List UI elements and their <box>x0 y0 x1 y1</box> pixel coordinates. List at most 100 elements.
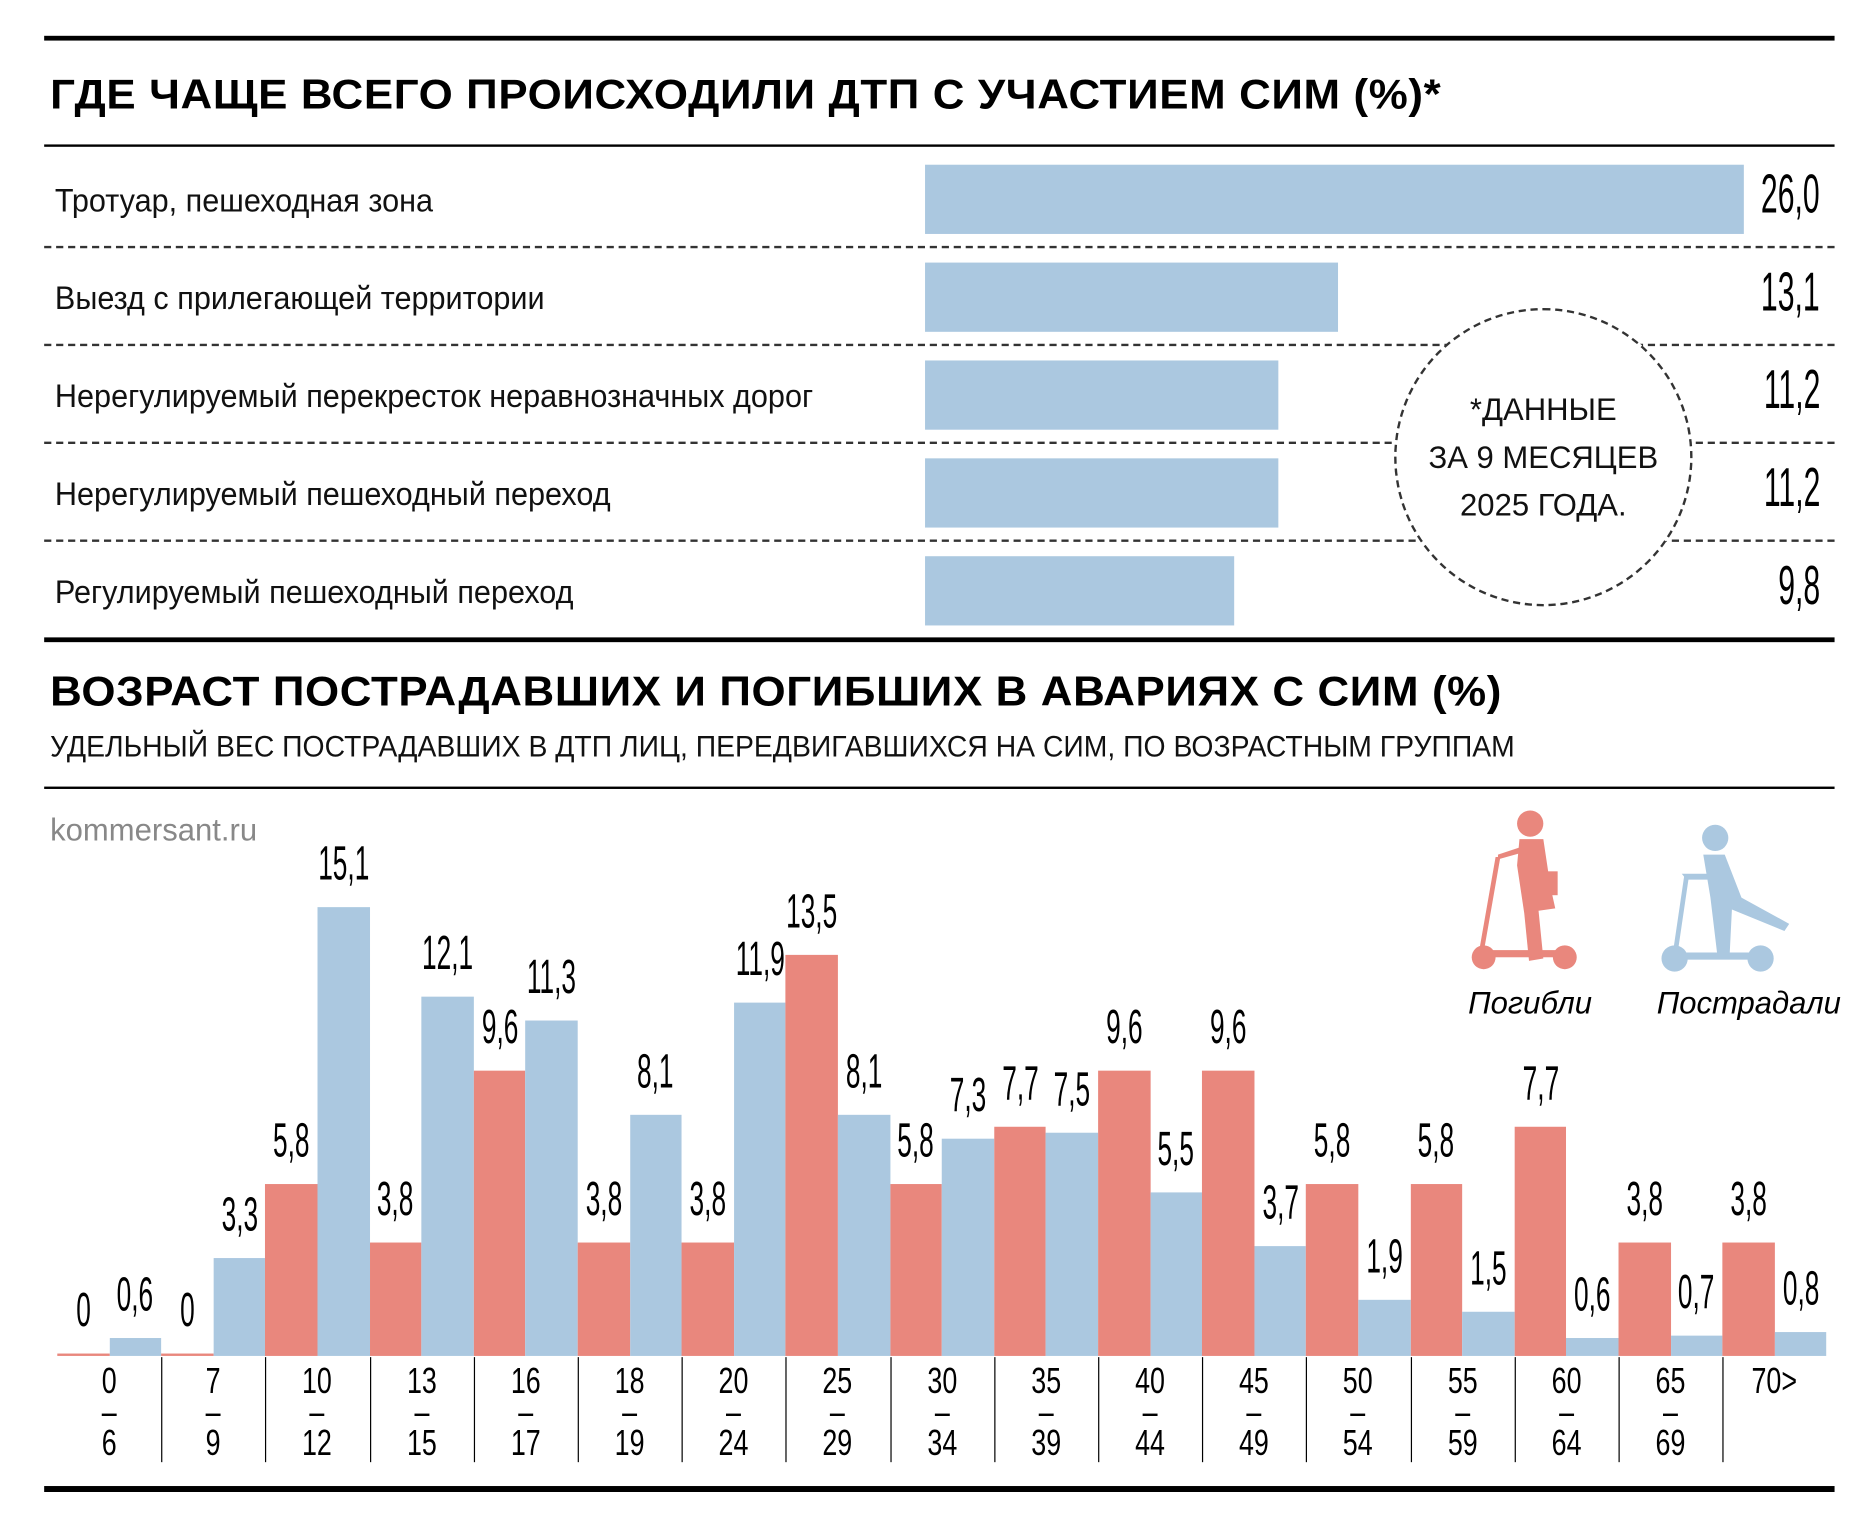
bar-dead <box>369 1242 422 1356</box>
bar-dead <box>265 1183 318 1356</box>
scooter-injured-icon <box>1661 824 1790 972</box>
location-bar <box>925 556 1234 626</box>
dash: – <box>622 1392 638 1433</box>
bar-injured <box>1566 1338 1619 1356</box>
bar-injured <box>213 1257 266 1356</box>
age-from: 18 <box>614 1361 645 1402</box>
divider <box>44 144 1835 147</box>
dash: – <box>413 1392 429 1433</box>
location-value: 13,1 <box>1761 260 1821 323</box>
location-label: Тротуар, пешеходная зона <box>54 182 434 219</box>
bar-dead <box>1306 1183 1359 1356</box>
age-from: 7 <box>205 1361 221 1402</box>
data-label: 5,8 <box>1314 1114 1351 1167</box>
group-separator <box>1202 1357 1204 1463</box>
data-label: 3,8 <box>689 1173 727 1227</box>
data-label: 5,8 <box>897 1114 935 1167</box>
data-label: 13,5 <box>786 885 838 938</box>
age-from: 30 <box>926 1361 957 1402</box>
location-label: Регулируемый пешеходный переход <box>54 574 574 610</box>
age-to: 9 <box>205 1423 221 1464</box>
location-bar <box>925 360 1278 430</box>
location-label: Нерегулируемый пешеходный переход <box>54 476 611 513</box>
row-divider <box>44 343 1835 347</box>
bar-dead <box>1514 1127 1567 1356</box>
footnote-line: ЗА 9 МЕСЯЦЕВ <box>1428 439 1659 476</box>
data-label: 12,1 <box>422 927 474 980</box>
age-group-label: 50–54 <box>1319 1364 1397 1462</box>
section-subtitle: УДЕЛЬНЫЙ ВЕС ПОСТРАДАВШИХ В ДТП ЛИЦ, ПЕР… <box>50 730 1515 764</box>
age-group-label: 70> <box>1736 1364 1814 1400</box>
age-to: 12 <box>302 1423 333 1464</box>
age-to: 69 <box>1655 1423 1686 1464</box>
location-label: Нерегулируемый перекресток неравнозначны… <box>54 378 814 415</box>
age-group-label: 20–24 <box>695 1361 773 1462</box>
age-from: 25 <box>822 1361 853 1402</box>
location-row: Регулируемый пешеходный переход 9,8 <box>44 538 1834 636</box>
bar-injured <box>1046 1133 1099 1356</box>
age-group-label: 13–15 <box>383 1361 461 1462</box>
group-separator <box>1098 1357 1100 1463</box>
age-group-label: 45–49 <box>1215 1361 1293 1464</box>
age-from: 0 <box>101 1361 117 1402</box>
age-from: 35 <box>1031 1361 1061 1402</box>
data-label: 7,5 <box>1053 1063 1091 1117</box>
section-rule <box>44 637 1835 643</box>
age-group-label: 10–12 <box>278 1364 356 1464</box>
section-title-locations: ГДЕ ЧАЩЕ ВСЕГО ПРОИСХОДИЛИ ДТП С УЧАСТИЕ… <box>50 71 1442 119</box>
group-separator <box>1410 1357 1412 1463</box>
bar-injured <box>317 907 370 1356</box>
bar-injured <box>525 1020 578 1356</box>
dash: – <box>1142 1392 1158 1433</box>
group-separator <box>1306 1357 1308 1463</box>
section-title-age: ВОЗРАСТ ПОСТРАДАВШИХ И ПОГИБШИХ В АВАРИЯ… <box>50 668 1503 715</box>
group-separator <box>889 1357 892 1463</box>
data-label: 7,7 <box>1522 1057 1559 1111</box>
dash: – <box>726 1392 742 1433</box>
bar-injured <box>1358 1299 1411 1356</box>
age-group-label: 40–44 <box>1111 1364 1189 1464</box>
bar-injured <box>629 1115 682 1356</box>
bar-dead <box>473 1070 526 1356</box>
age-from: 55 <box>1447 1361 1478 1402</box>
source-label: kommersant.ru <box>50 811 258 848</box>
data-label: 7,7 <box>1001 1057 1039 1111</box>
age-group-label: 65–69 <box>1632 1364 1710 1464</box>
bar-dead <box>1618 1242 1671 1356</box>
data-label: 3,8 <box>1730 1173 1767 1227</box>
age-to: 44 <box>1135 1423 1165 1464</box>
group-separator <box>1618 1357 1620 1463</box>
data-label: 0,6 <box>117 1268 154 1322</box>
bottom-rule <box>44 1486 1835 1493</box>
data-label: 1,5 <box>1470 1242 1507 1295</box>
data-label: 15,1 <box>317 837 370 891</box>
bar-dead <box>1722 1242 1775 1356</box>
bar-injured <box>837 1115 890 1356</box>
data-label: 3,3 <box>221 1188 258 1242</box>
dash: – <box>1246 1392 1262 1433</box>
data-label: 0 <box>76 1284 91 1337</box>
bar-dead <box>681 1242 734 1356</box>
dash: – <box>830 1392 846 1433</box>
data-label: 3,8 <box>1626 1173 1663 1227</box>
age-from: 13 <box>406 1361 437 1402</box>
data-label: 3,8 <box>585 1173 622 1227</box>
group-separator <box>994 1357 996 1463</box>
data-label: 3,7 <box>1261 1176 1299 1230</box>
age-to: 49 <box>1239 1423 1270 1464</box>
data-label: 9,6 <box>1105 1001 1143 1054</box>
divider <box>44 786 1835 789</box>
dash: – <box>1038 1392 1054 1433</box>
location-bar <box>925 458 1278 528</box>
age-from: 20 <box>718 1361 749 1402</box>
data-label: 8,1 <box>845 1045 883 1099</box>
age-group-label: 16–17 <box>487 1364 565 1462</box>
age-to: 6 <box>101 1423 117 1464</box>
group-separator <box>681 1357 683 1463</box>
dash: – <box>1558 1392 1574 1433</box>
location-value: 26,0 <box>1761 162 1821 225</box>
age-to: 29 <box>822 1423 853 1464</box>
age-from: 45 <box>1239 1361 1270 1402</box>
dash: – <box>309 1392 325 1433</box>
